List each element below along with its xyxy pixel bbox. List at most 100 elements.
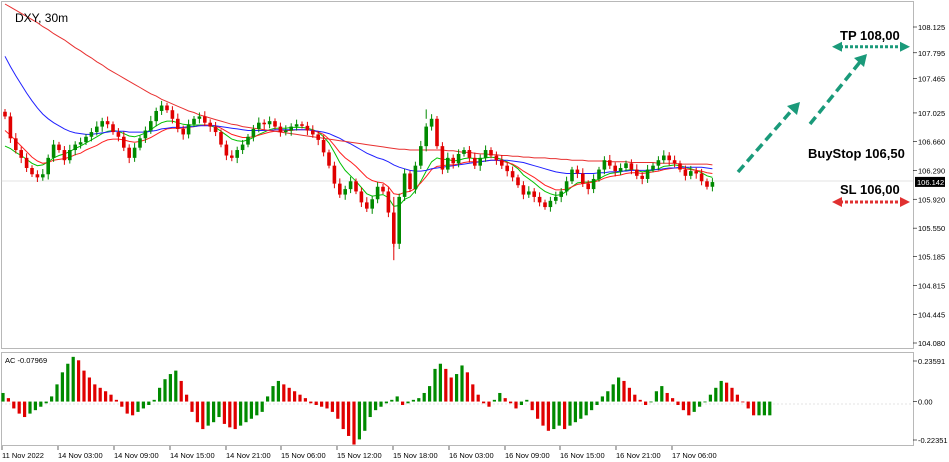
time-tick-label: 16 Nov 15:00 <box>560 451 605 460</box>
time-tick-label: 15 Nov 18:00 <box>393 451 438 460</box>
ac-bar <box>163 379 167 402</box>
price-axis: 108.125 107.795 107.465 107.025 106.660 106.2… <box>913 23 945 348</box>
ac-bar <box>136 401 140 412</box>
ac-bar <box>708 394 712 402</box>
candle <box>62 146 67 165</box>
candle <box>678 160 682 173</box>
ac-bar <box>158 387 162 402</box>
ac-bar <box>735 394 739 402</box>
ac-bar <box>109 394 113 402</box>
ac-bar <box>341 401 345 430</box>
ac-bar <box>401 401 405 406</box>
candle <box>19 146 23 164</box>
ac-bar <box>276 380 280 402</box>
ac-bar <box>93 384 97 402</box>
price-tick-label: 105.920 <box>918 195 945 204</box>
ac-bar <box>476 394 480 402</box>
ac-bar <box>141 401 145 409</box>
candle <box>116 128 121 142</box>
ac-bar <box>39 401 43 407</box>
candle <box>419 140 423 170</box>
last-price-marker: 106.142 <box>915 176 945 187</box>
candle <box>267 116 272 129</box>
ac-bar <box>444 368 448 402</box>
candle <box>602 156 607 175</box>
candle <box>618 163 623 176</box>
ac-bar <box>638 399 642 402</box>
candle <box>402 168 407 201</box>
candle <box>413 161 418 194</box>
indicator-tick-label: -0.22351 <box>918 436 948 445</box>
candle <box>435 116 439 149</box>
ac-bar <box>266 396 270 402</box>
candle <box>554 191 558 205</box>
ac-bar <box>503 398 507 402</box>
candle <box>294 119 299 131</box>
candle <box>591 174 596 194</box>
candle <box>305 121 310 136</box>
candle <box>478 154 482 171</box>
ac-bar <box>530 401 534 411</box>
ac-bar <box>428 386 432 402</box>
buystop-label: BuyStop 106,50 <box>808 146 905 161</box>
ac-bar <box>228 401 232 428</box>
main-pane-border <box>1 1 914 349</box>
candle <box>111 121 115 135</box>
ac-bar <box>644 401 648 406</box>
moving-average-line-3 <box>4 56 713 174</box>
ac-bar <box>320 401 324 407</box>
price-tick-label: 104.445 <box>918 310 945 319</box>
time-axis: 11 Nov 2022 14 Nov 03:00 14 Nov 09:00 14 No… <box>1 446 717 460</box>
time-tick-label: 17 Nov 06:00 <box>672 451 717 460</box>
time-tick-label: 15 Nov 06:00 <box>281 451 326 460</box>
time-tick-label: 14 Nov 03:00 <box>58 451 103 460</box>
candle <box>203 111 207 127</box>
time-tick-label: 14 Nov 15:00 <box>170 451 215 460</box>
ac-bar <box>579 401 583 419</box>
candle <box>230 150 234 162</box>
time-tick-label: 14 Nov 21:00 <box>226 451 271 460</box>
ac-bar <box>411 399 415 402</box>
candle <box>473 152 477 170</box>
candle <box>338 178 342 198</box>
ac-bar <box>374 401 378 411</box>
indicator-axis: 0.23591 0.00 -0.22351 <box>913 357 948 445</box>
candle <box>424 123 428 152</box>
candle <box>467 146 472 163</box>
candle <box>100 117 104 132</box>
ac-bar <box>546 401 550 431</box>
ac-bar <box>762 401 766 416</box>
candle <box>165 102 169 113</box>
ac-bar <box>66 363 70 402</box>
ac-bar <box>746 401 750 409</box>
ac-bar <box>168 374 172 402</box>
ac-bar <box>519 401 523 406</box>
candle <box>273 118 277 130</box>
candle <box>348 176 353 194</box>
candle <box>510 166 515 182</box>
indicator-tick-label: 0.23591 <box>918 357 945 366</box>
ac-bar <box>131 401 135 416</box>
ac-bar <box>627 387 631 402</box>
ac-bar <box>104 391 108 402</box>
time-tick-label: 11 Nov 2022 <box>2 451 44 460</box>
ac-bar <box>147 401 151 406</box>
candle <box>24 153 29 172</box>
ac-bar <box>460 365 464 402</box>
ac-bar <box>552 401 556 430</box>
candle <box>343 185 347 200</box>
candle <box>381 184 385 195</box>
candle <box>181 125 185 140</box>
ac-bar <box>584 401 588 416</box>
candle <box>375 182 380 204</box>
candle <box>68 144 72 164</box>
candle <box>8 112 13 143</box>
ac-bar <box>768 401 772 416</box>
candle <box>138 135 142 151</box>
candle <box>197 112 202 124</box>
ac-bar <box>622 380 626 402</box>
ac-bar <box>239 401 243 426</box>
ac-bar <box>395 396 399 402</box>
ac-bar <box>17 401 21 414</box>
